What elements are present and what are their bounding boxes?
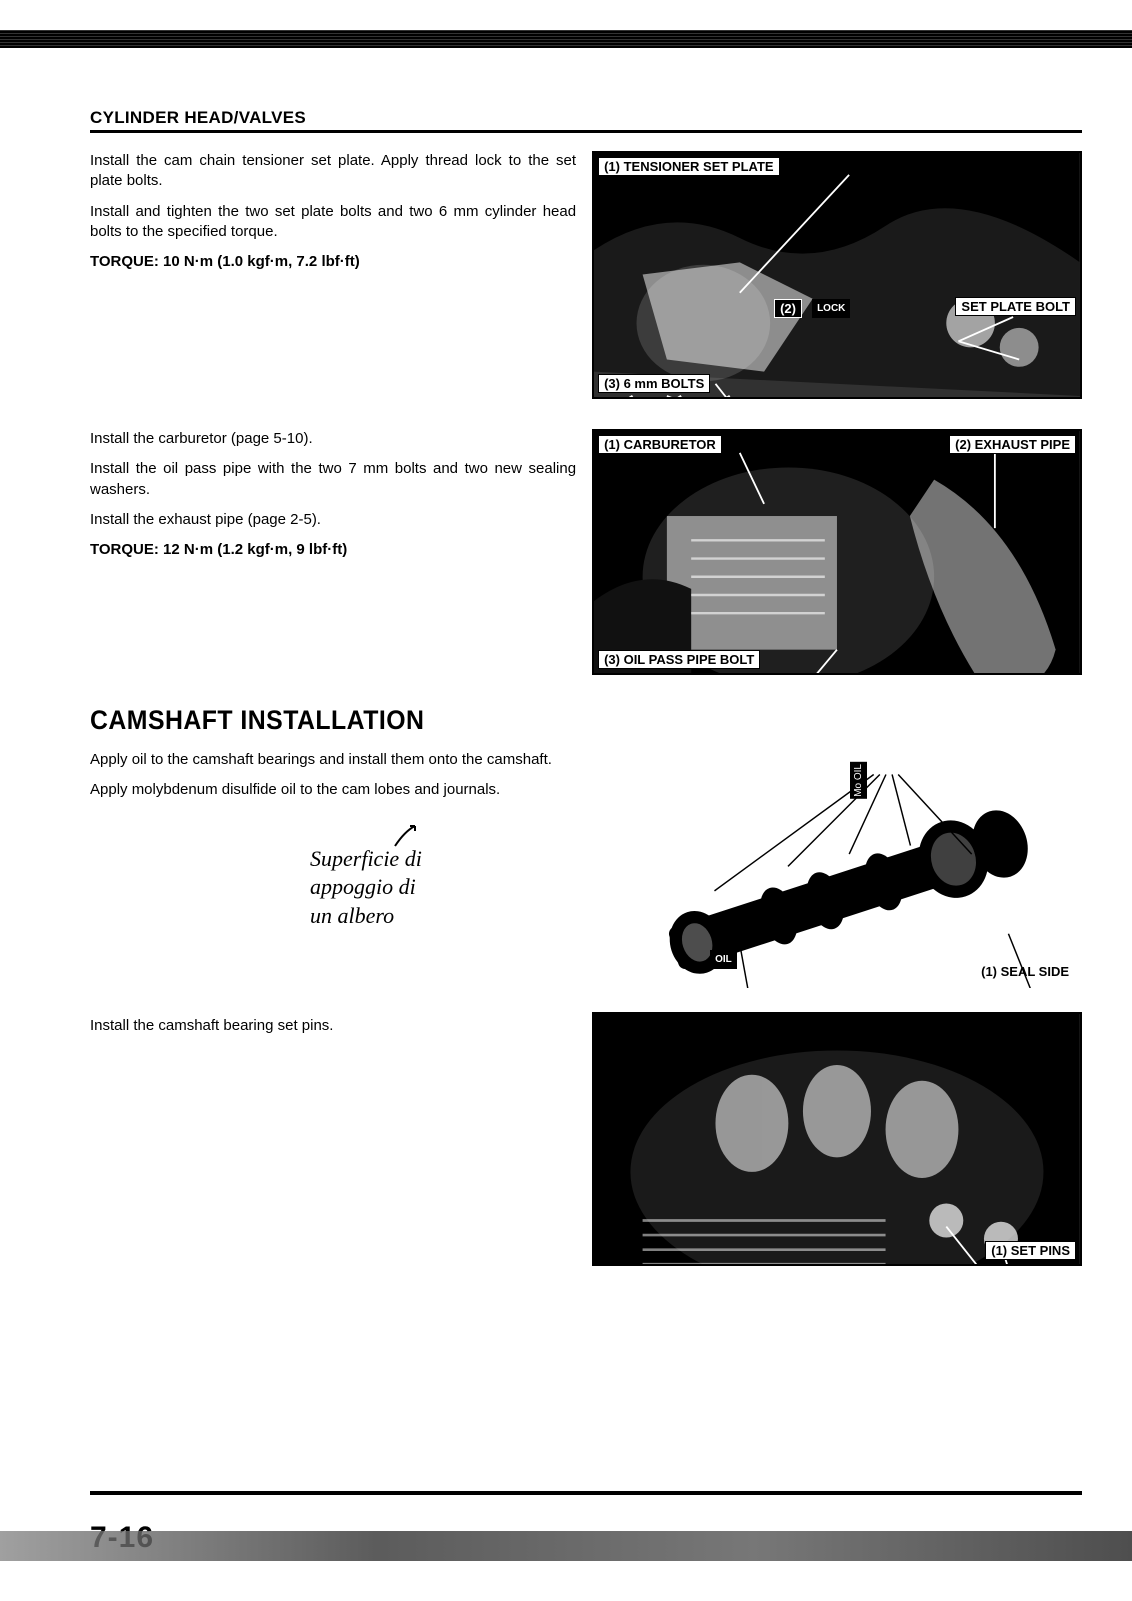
mo-oil-badge: Mo OIL [850, 762, 867, 799]
bottom-scan-border [0, 1531, 1132, 1561]
paragraph: Install the exhaust pipe (page 2-5). [90, 510, 576, 530]
subsection-title: CAMSHAFT INSTALLATION [90, 705, 1003, 736]
torque-spec: TORQUE: 12 N·m (1.2 kgf·m, 9 lbf·ft) [90, 540, 576, 560]
page-footer: 7-16 [0, 1491, 1132, 1561]
callout-carburetor: (1) CARBURETOR [598, 435, 722, 454]
figure-set-pins: (1) SET PINS [592, 1012, 1082, 1266]
paragraph: Install the oil pass pipe with the two 7… [90, 459, 576, 500]
block-4-text: Install the camshaft bearing set pins. [90, 1012, 576, 1046]
torque-spec: TORQUE: 10 N·m (1.0 kgf·m, 7.2 lbf·ft) [90, 252, 576, 272]
top-scan-border [0, 30, 1132, 48]
block-4-figure: (1) SET PINS [592, 1012, 1082, 1266]
paragraph: Install the cam chain tensioner set plat… [90, 151, 576, 192]
block-2: Install the carburetor (page 5-10). Inst… [90, 429, 1082, 675]
figure-tensioner: (1) TENSIONER SET PLATE (2) LOCK SET PLA… [592, 151, 1082, 399]
section-header: CYLINDER HEAD/VALVES [90, 108, 1082, 133]
block-1-figure: (1) TENSIONER SET PLATE (2) LOCK SET PLA… [592, 151, 1082, 399]
paragraph: Install and tighten the two set plate bo… [90, 202, 576, 243]
callout-num2: (2) [774, 299, 802, 318]
paragraph: Install the camshaft bearing set pins. [90, 1016, 576, 1036]
callout-exhaust-pipe: (2) EXHAUST PIPE [949, 435, 1076, 454]
block-2-text: Install the carburetor (page 5-10). Inst… [90, 429, 576, 570]
callout-6mm-bolts: (3) 6 mm BOLTS [598, 374, 710, 393]
block-2-figure: (1) CARBURETOR (2) EXHAUST PIPE (3) OIL … [592, 429, 1082, 675]
paragraph: Apply molybdenum disulfide oil to the ca… [90, 780, 576, 800]
callout-seal-side: (1) SEAL SIDE [976, 963, 1074, 980]
callout-oil-pass-bolt: (3) OIL PASS PIPE BOLT [598, 650, 760, 669]
handwriting-text: Superficie di appoggio di un albero [310, 846, 422, 928]
block-3: Apply oil to the camshaft bearings and i… [90, 750, 1082, 988]
block-3-figure: Mo OIL OIL (1) SEAL SIDE [592, 750, 1082, 988]
block-3-text: Apply oil to the camshaft bearings and i… [90, 750, 576, 930]
callout-tensioner-plate: (1) TENSIONER SET PLATE [598, 157, 780, 176]
footer-rule [90, 1491, 1082, 1495]
block-1-text: Install the cam chain tensioner set plat… [90, 151, 576, 282]
paragraph: Apply oil to the camshaft bearings and i… [90, 750, 576, 770]
handwritten-note: Superficie di appoggio di un albero [310, 821, 576, 931]
figure-carburetor: (1) CARBURETOR (2) EXHAUST PIPE (3) OIL … [592, 429, 1082, 675]
paragraph: Install the carburetor (page 5-10). [90, 429, 576, 449]
callout-set-plate-bolt: SET PLATE BOLT [955, 297, 1076, 316]
figure-camshaft: Mo OIL OIL (1) SEAL SIDE [592, 750, 1082, 988]
block-4: Install the camshaft bearing set pins. [90, 1012, 1082, 1266]
lock-icon: LOCK [812, 299, 850, 318]
oil-badge: OIL [710, 950, 737, 969]
block-1: Install the cam chain tensioner set plat… [90, 151, 1082, 399]
callout-set-pins: (1) SET PINS [985, 1241, 1076, 1260]
